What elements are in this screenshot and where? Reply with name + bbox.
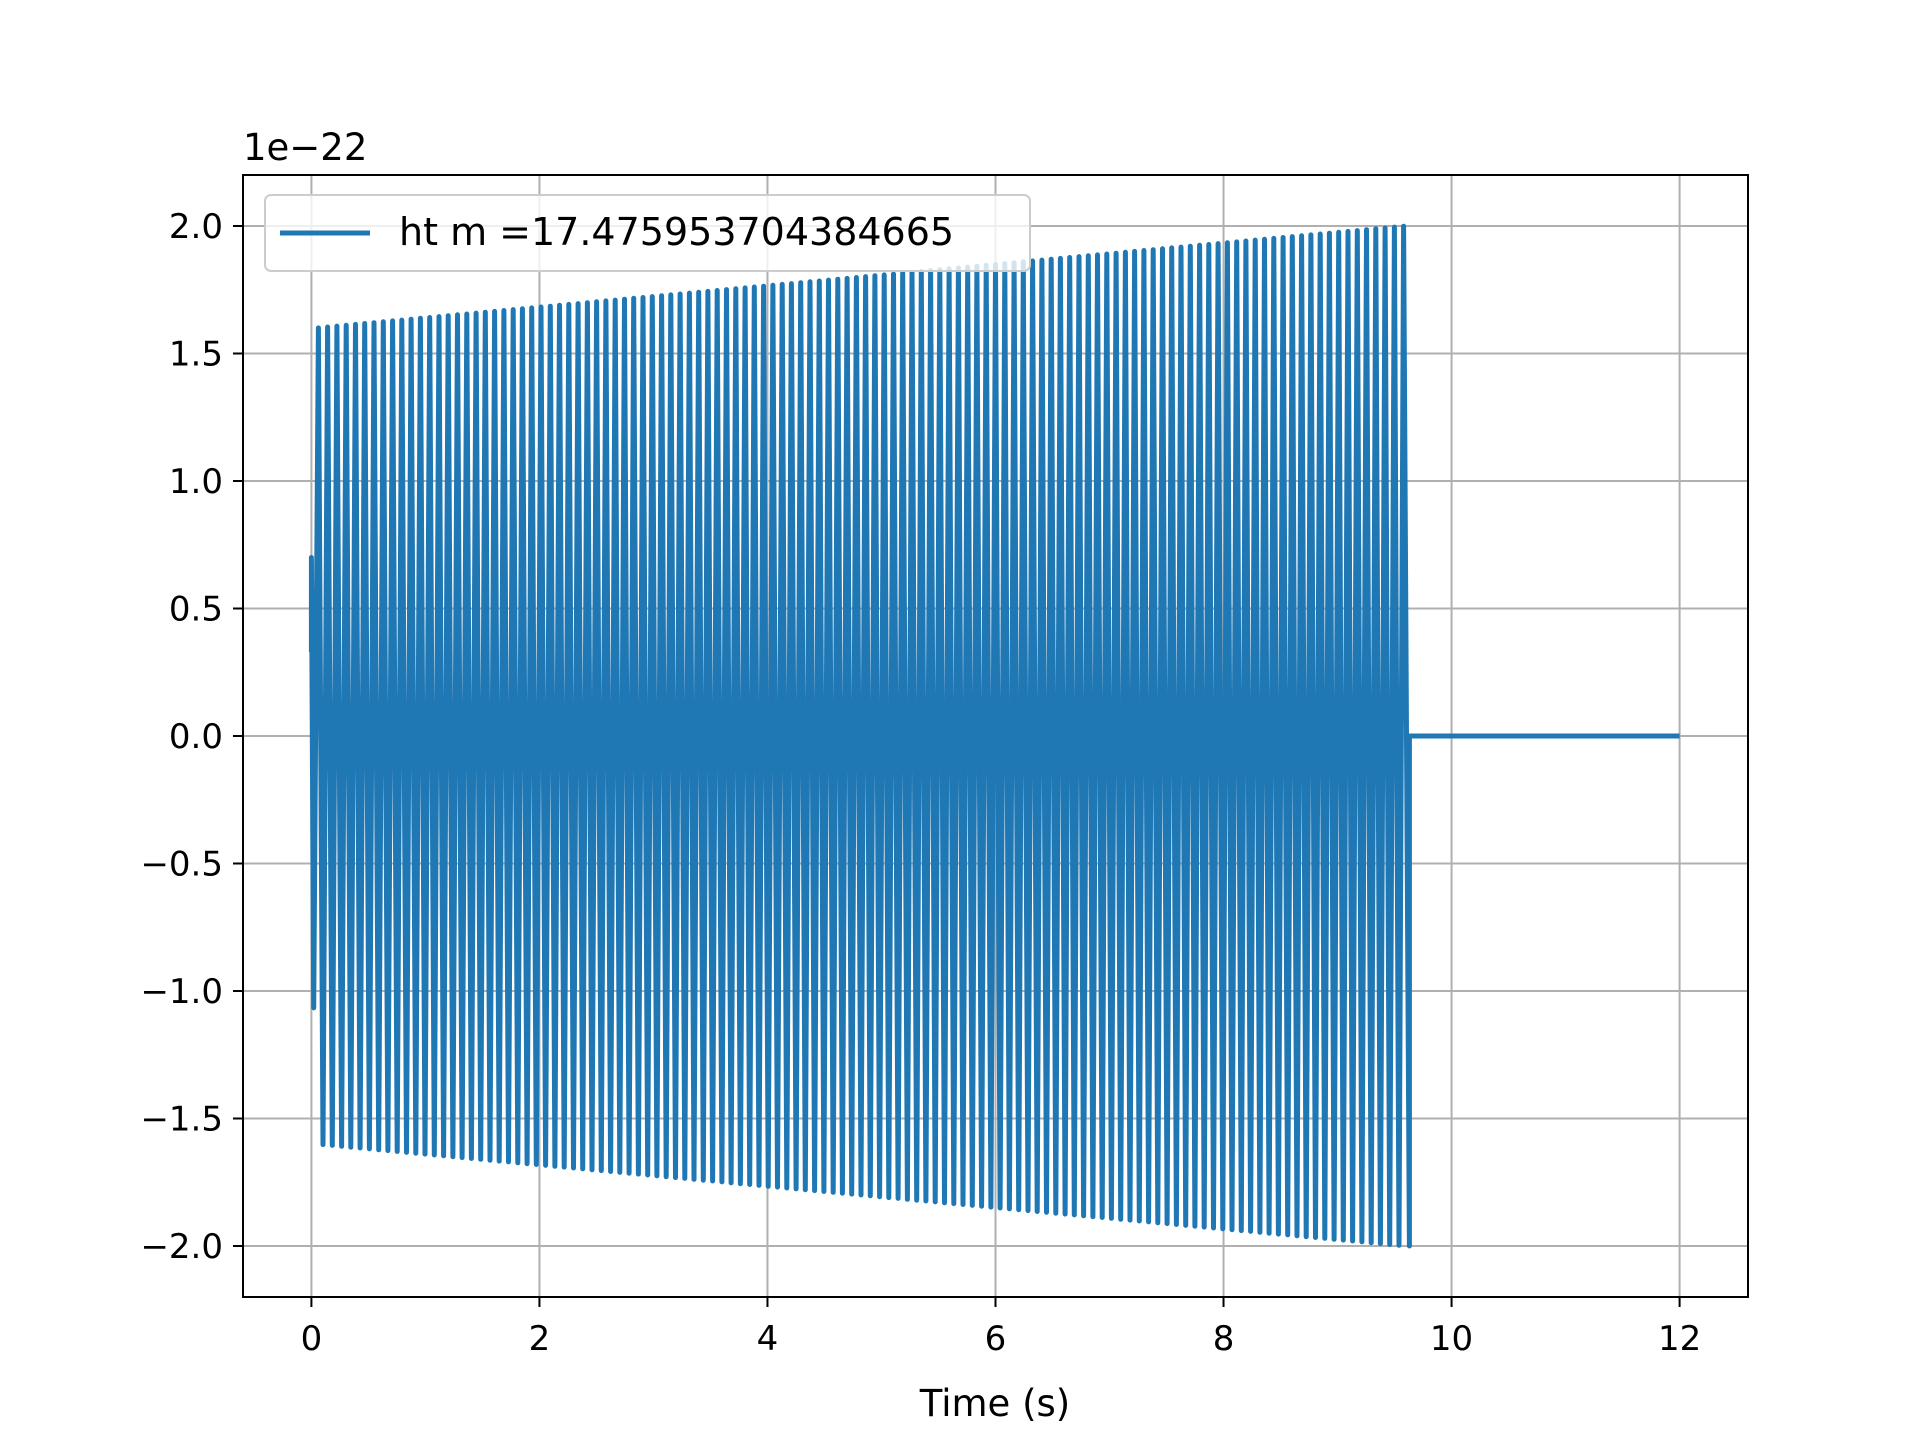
y-tick-label: 2.0 [169, 207, 223, 247]
x-tick-label: 10 [1430, 1319, 1473, 1359]
y-tick-label: 1.5 [169, 335, 223, 375]
x-tick-label: 0 [301, 1319, 323, 1359]
y-tick-label: −1.0 [140, 972, 223, 1012]
x-tick-label: 6 [985, 1319, 1007, 1359]
x-tick-label: 4 [757, 1319, 779, 1359]
legend-box [264, 194, 1031, 272]
x-tick-label: 12 [1658, 1319, 1701, 1359]
x-axis-label: Time (s) [919, 1382, 1070, 1425]
y-tick-label: −0.5 [140, 845, 223, 885]
x-tick-label: 8 [1213, 1319, 1235, 1359]
y-axis-offset-label: 1e−22 [243, 126, 367, 169]
legend: ht m =17.475953704384665 [264, 194, 1031, 272]
x-tick-label: 2 [529, 1319, 551, 1359]
y-tick-label: 1.0 [169, 462, 223, 502]
axis-ticks: 0 2 4 6 8 10 12 −2.0 −1.5 −1.0 −0.5 0.0 0.5 1.0 1.5 2.0 [140, 207, 1701, 1359]
y-tick-label: −2.0 [140, 1227, 223, 1267]
series-layer [308, 223, 1680, 1249]
y-tick-label: 0.5 [169, 590, 223, 630]
y-tick-label: −1.5 [140, 1100, 223, 1140]
y-tick-label: 0.0 [169, 717, 223, 757]
legend-entry-label: ht m =17.475953704384665 [399, 210, 954, 254]
series-line [308, 223, 1680, 1249]
